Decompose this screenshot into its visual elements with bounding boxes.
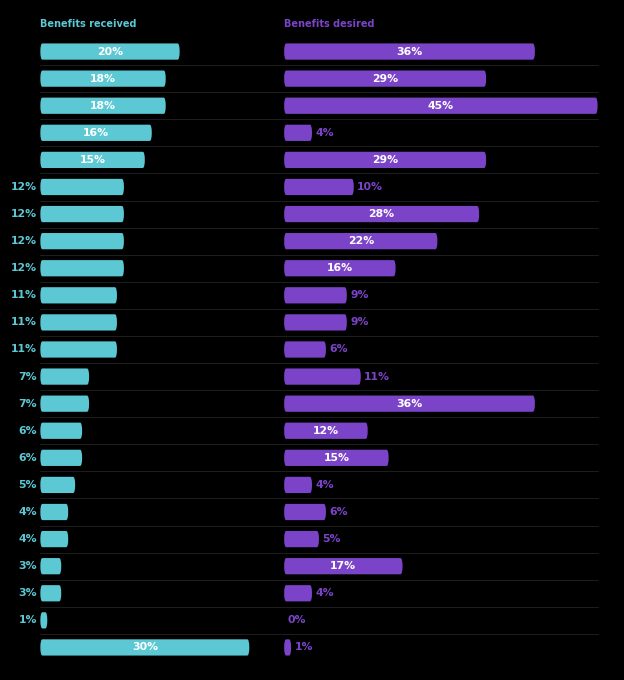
FancyBboxPatch shape <box>284 206 479 222</box>
FancyBboxPatch shape <box>284 531 319 547</box>
Text: 29%: 29% <box>372 155 398 165</box>
Text: 4%: 4% <box>316 128 334 138</box>
FancyBboxPatch shape <box>41 558 61 575</box>
FancyBboxPatch shape <box>41 260 124 276</box>
Text: 11%: 11% <box>364 371 390 381</box>
Text: 6%: 6% <box>18 426 37 436</box>
FancyBboxPatch shape <box>41 396 89 412</box>
FancyBboxPatch shape <box>284 449 389 466</box>
Text: 0%: 0% <box>288 615 306 626</box>
FancyBboxPatch shape <box>284 504 326 520</box>
FancyBboxPatch shape <box>284 260 396 276</box>
FancyBboxPatch shape <box>41 71 166 87</box>
Text: 22%: 22% <box>348 236 374 246</box>
FancyBboxPatch shape <box>284 179 354 195</box>
FancyBboxPatch shape <box>284 71 486 87</box>
Text: 11%: 11% <box>11 290 37 301</box>
Text: 15%: 15% <box>80 155 105 165</box>
FancyBboxPatch shape <box>41 152 145 168</box>
Text: 7%: 7% <box>18 371 37 381</box>
FancyBboxPatch shape <box>41 98 166 114</box>
Text: 36%: 36% <box>396 398 422 409</box>
FancyBboxPatch shape <box>41 124 152 141</box>
Text: 9%: 9% <box>350 318 369 327</box>
Text: 18%: 18% <box>90 101 116 111</box>
Text: Benefits desired: Benefits desired <box>284 18 374 29</box>
Text: 6%: 6% <box>329 507 348 517</box>
Text: 4%: 4% <box>18 534 37 544</box>
Text: 12%: 12% <box>11 209 37 219</box>
Text: 11%: 11% <box>11 345 37 354</box>
FancyBboxPatch shape <box>41 206 124 222</box>
Text: 4%: 4% <box>316 588 334 598</box>
Text: 36%: 36% <box>396 46 422 56</box>
FancyBboxPatch shape <box>41 369 89 385</box>
FancyBboxPatch shape <box>284 423 368 439</box>
Text: 28%: 28% <box>369 209 395 219</box>
FancyBboxPatch shape <box>284 585 312 601</box>
FancyBboxPatch shape <box>284 369 361 385</box>
FancyBboxPatch shape <box>284 558 402 575</box>
FancyBboxPatch shape <box>41 233 124 250</box>
FancyBboxPatch shape <box>41 585 61 601</box>
FancyBboxPatch shape <box>284 98 598 114</box>
FancyBboxPatch shape <box>284 152 486 168</box>
FancyBboxPatch shape <box>284 233 437 250</box>
Text: 17%: 17% <box>330 561 356 571</box>
FancyBboxPatch shape <box>284 44 535 60</box>
Text: 11%: 11% <box>11 318 37 327</box>
FancyBboxPatch shape <box>41 449 82 466</box>
Text: 16%: 16% <box>83 128 109 138</box>
FancyBboxPatch shape <box>284 396 535 412</box>
Text: 16%: 16% <box>327 263 353 273</box>
Text: 1%: 1% <box>295 643 313 652</box>
FancyBboxPatch shape <box>41 341 117 358</box>
Text: 12%: 12% <box>11 263 37 273</box>
FancyBboxPatch shape <box>41 423 82 439</box>
FancyBboxPatch shape <box>41 639 250 656</box>
Text: 7%: 7% <box>18 398 37 409</box>
Text: 9%: 9% <box>350 290 369 301</box>
Text: 10%: 10% <box>358 182 383 192</box>
Text: 12%: 12% <box>11 182 37 192</box>
Text: 12%: 12% <box>11 236 37 246</box>
Text: 18%: 18% <box>90 73 116 84</box>
FancyBboxPatch shape <box>41 612 47 628</box>
FancyBboxPatch shape <box>41 477 75 493</box>
FancyBboxPatch shape <box>284 477 312 493</box>
FancyBboxPatch shape <box>284 341 326 358</box>
Text: 4%: 4% <box>316 480 334 490</box>
Text: 45%: 45% <box>428 101 454 111</box>
Text: 30%: 30% <box>132 643 158 652</box>
Text: 12%: 12% <box>313 426 339 436</box>
Text: 3%: 3% <box>18 561 37 571</box>
FancyBboxPatch shape <box>284 124 312 141</box>
Text: 29%: 29% <box>372 73 398 84</box>
Text: 6%: 6% <box>18 453 37 463</box>
FancyBboxPatch shape <box>41 287 117 303</box>
Text: 15%: 15% <box>323 453 349 463</box>
FancyBboxPatch shape <box>284 287 347 303</box>
Text: 1%: 1% <box>18 615 37 626</box>
FancyBboxPatch shape <box>41 179 124 195</box>
Text: Benefits received: Benefits received <box>41 18 137 29</box>
Text: 4%: 4% <box>18 507 37 517</box>
Text: 5%: 5% <box>323 534 341 544</box>
FancyBboxPatch shape <box>41 531 68 547</box>
FancyBboxPatch shape <box>41 504 68 520</box>
Text: 5%: 5% <box>18 480 37 490</box>
Text: 3%: 3% <box>18 588 37 598</box>
Text: 6%: 6% <box>329 345 348 354</box>
Text: 20%: 20% <box>97 46 123 56</box>
FancyBboxPatch shape <box>41 44 180 60</box>
FancyBboxPatch shape <box>284 314 347 330</box>
FancyBboxPatch shape <box>284 639 291 656</box>
FancyBboxPatch shape <box>41 314 117 330</box>
